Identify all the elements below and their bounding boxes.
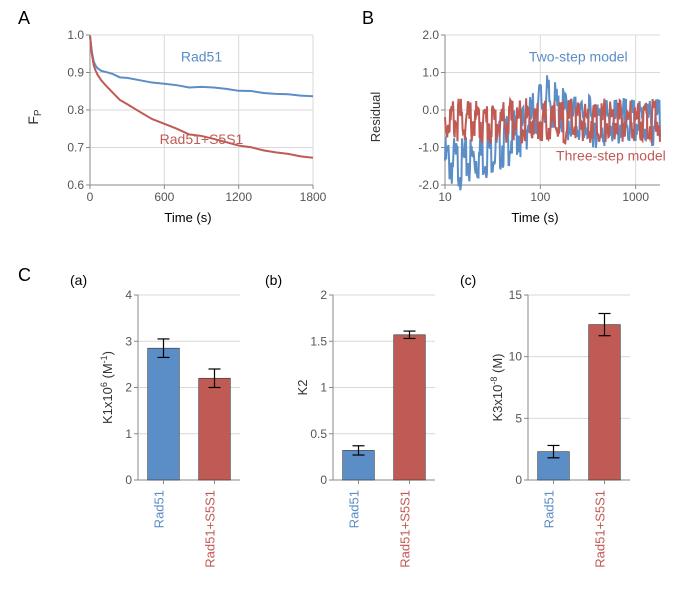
svg-text:0: 0 [125, 473, 132, 487]
svg-text:0: 0 [320, 473, 327, 487]
svg-text:FP: FP [25, 109, 44, 125]
svg-text:10: 10 [438, 190, 452, 204]
svg-text:0.6: 0.6 [67, 178, 84, 192]
category-label-a-1: Rad51+S5S1 [203, 490, 218, 568]
panel-a-svg: 0600120018000.60.70.80.91.0Rad51Rad51+S5… [58, 30, 318, 205]
svg-text:100: 100 [530, 190, 550, 204]
panel-c-svg-b: 0 0.5 1 1.5 2 K2 Rad51 Rad51+S5S1 [295, 290, 440, 600]
subpanel-label-c: (c) [460, 272, 476, 288]
svg-text:1.0: 1.0 [422, 66, 439, 80]
bar-a-1 [199, 378, 231, 480]
bar-b-1 [394, 335, 426, 480]
subpanel-label-b: (b) [265, 272, 282, 288]
svg-text:1: 1 [320, 381, 327, 395]
svg-text:Rad51: Rad51 [181, 48, 222, 64]
svg-text:1.0: 1.0 [67, 28, 84, 42]
svg-text:5: 5 [515, 411, 522, 425]
panel-label-b: B [362, 8, 374, 29]
panel-c-sub-c: (c)051015K3x10-8 (M)Rad51Rad51+S5S1 [490, 290, 635, 600]
panel-c-svg-c: 0 5 10 15 K3x10-8 (M) Rad51 Rad51+S5S1 [490, 290, 635, 600]
panel-a-xlabel: Time (s) [58, 210, 318, 225]
svg-text:1000: 1000 [622, 190, 649, 204]
panel-label-a: A [18, 8, 30, 29]
panel-b-chart: 10 100 1000 -2.0 -1.0 0.0 1.0 2.0 Two-step model… [405, 30, 665, 205]
svg-text:2: 2 [125, 381, 132, 395]
svg-text:Residual: Residual [368, 92, 383, 143]
panel-b-xlabel: Time (s) [405, 210, 665, 225]
panel-c-ylabel-a: K1x106 (M-1) [99, 351, 115, 424]
category-label-a-0: Rad51 [152, 490, 167, 528]
svg-text:Two-step model: Two-step model [529, 48, 628, 64]
svg-text:10: 10 [509, 350, 523, 364]
svg-text:0.5: 0.5 [310, 427, 327, 441]
svg-text:600: 600 [154, 190, 174, 204]
svg-text:-2.0: -2.0 [418, 178, 439, 192]
svg-text:2.0: 2.0 [422, 28, 439, 42]
panel-a-ylabel: FP [28, 30, 48, 205]
panel-c-sub-a: (a)01234K1x106 (M-1)Rad51Rad51+S5S1 [100, 290, 245, 600]
svg-text:Three-step model: Three-step model [556, 148, 666, 164]
panel-c-ylabel-b: K2 [295, 380, 310, 396]
svg-text:15: 15 [509, 288, 523, 302]
panel-label-c: C [18, 265, 31, 286]
svg-text:1: 1 [125, 427, 132, 441]
svg-text:1200: 1200 [225, 190, 252, 204]
category-label-c-1: Rad51+S5S1 [593, 490, 608, 568]
panel-c-ylabel-c: K3x10-8 (M) [489, 354, 505, 422]
svg-text:0: 0 [87, 190, 94, 204]
svg-text:0.0: 0.0 [422, 103, 439, 117]
panel-c-svg-a: 0 1 2 3 4 K1x106 (M-1) Rad51 Rad51+S5S1 [100, 290, 245, 600]
svg-text:-1.0: -1.0 [418, 141, 439, 155]
bar-a-0 [148, 348, 180, 480]
category-label-b-0: Rad51 [347, 490, 362, 528]
svg-text:4: 4 [125, 288, 132, 302]
svg-text:Rad51+S5S1: Rad51+S5S1 [160, 131, 244, 147]
panel-b-ylabel: Residual [370, 30, 390, 205]
panel-c-sub-b: (b)00.511.52K2Rad51Rad51+S5S1 [295, 290, 440, 600]
svg-text:1800: 1800 [300, 190, 327, 204]
category-label-b-1: Rad51+S5S1 [398, 490, 413, 568]
svg-text:0.9: 0.9 [67, 66, 84, 80]
svg-text:2: 2 [320, 288, 327, 302]
figure-root: A B C 0600120018000.60.70.80.91.0Rad51Ra… [0, 0, 700, 612]
svg-text:3: 3 [125, 334, 132, 348]
bar-c-1 [589, 325, 621, 480]
panel-b-svg: 10 100 1000 -2.0 -1.0 0.0 1.0 2.0 Two-step model… [405, 30, 665, 205]
svg-text:0.8: 0.8 [67, 103, 84, 117]
svg-text:0.7: 0.7 [67, 141, 84, 155]
panel-a-chart: 0600120018000.60.70.80.91.0Rad51Rad51+S5… [58, 30, 318, 205]
subpanel-label-a: (a) [70, 272, 87, 288]
svg-text:0: 0 [515, 473, 522, 487]
svg-text:1.5: 1.5 [310, 334, 327, 348]
category-label-c-0: Rad51 [542, 490, 557, 528]
